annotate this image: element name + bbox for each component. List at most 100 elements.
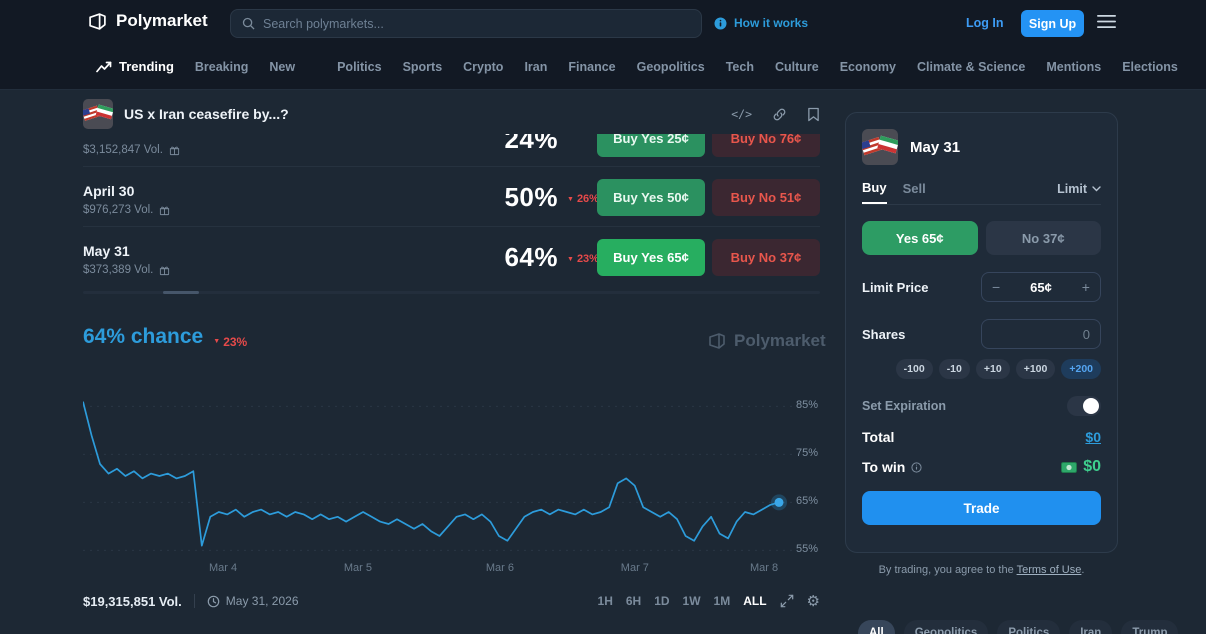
chart-endpoint-dot [774,497,784,507]
row-divider [83,166,820,167]
expand-icon[interactable] [780,594,794,608]
scrollbar-thumb[interactable] [163,291,199,294]
total-value: $0 [1085,429,1101,445]
info-icon[interactable] [911,461,922,473]
range-button[interactable]: 1W [682,594,701,608]
row-volume: $976,273 Vol. [83,204,170,216]
buy-yes-button[interactable]: Buy Yes 65¢ [597,239,705,276]
no-button[interactable]: No 37¢ [985,221,1101,255]
quick-amount-button[interactable]: +200 [1061,359,1101,379]
category-nav: Trending Breaking New Politics Sports Crypt… [96,59,1196,74]
watermark-text: Polymarket [734,331,826,350]
nav-item[interactable]: Geopolitics [636,59,705,74]
tab-buy[interactable]: Buy [862,180,887,204]
tab-sell[interactable]: Sell [902,181,926,196]
embed-icon[interactable]: </> [731,107,752,121]
total-label: Total [862,429,895,445]
settings-gear-icon[interactable]: ⚙ [806,593,820,610]
y-axis-labels: 85% 75% 65% 55% [796,392,836,560]
increment-button[interactable]: + [1081,279,1090,295]
row-percent: 64% [504,242,558,272]
menu-icon[interactable] [1097,14,1116,29]
gift-icon[interactable] [159,265,170,276]
x-axis-label: Mar 8 [750,562,779,574]
brand[interactable]: Polymarket [88,11,208,31]
down-arrow-icon: ▼ [213,338,221,345]
buy-yes-button[interactable]: Buy Yes 50¢ [597,179,705,216]
range-button-active[interactable]: ALL [743,594,767,608]
category-chip[interactable]: Geopolitics [903,620,989,634]
link-icon[interactable] [772,107,787,122]
quick-amount-button[interactable]: +100 [1015,359,1056,379]
range-button[interactable]: 1H [597,594,613,608]
quick-amount-button[interactable]: -10 [938,359,970,379]
polymarket-logo-icon [708,332,726,350]
nav-item[interactable]: New [269,59,296,74]
nav-item[interactable]: Elections [1122,59,1178,74]
category-chip[interactable]: Trump [1121,620,1179,634]
expiration-toggle[interactable] [1067,396,1101,416]
quick-amount-button[interactable]: -100 [895,359,933,379]
trending-icon [96,61,112,73]
top-bar: Polymarket How it works Log In Sign Up [0,0,1206,90]
trade-card-header: May 31 [862,129,1101,165]
cash-icon [1061,461,1078,473]
order-type-select[interactable]: Limit [1057,182,1101,204]
x-axis-labels: Mar 4 Mar 5 Mar 6 Mar 7 Mar 8 [83,562,793,576]
nav-item[interactable]: Tech [725,59,754,74]
yes-button[interactable]: Yes 65¢ [862,221,978,255]
tab-trending[interactable]: Trending [96,59,174,74]
nav-item[interactable]: Economy [839,59,896,74]
buy-no-button[interactable]: Buy No 37¢ [712,239,820,276]
nav-item[interactable]: Sports [402,59,443,74]
chance-value: 64% chance [83,325,204,348]
y-axis-label: 75% [796,447,819,460]
search-icon [242,17,255,30]
x-axis-label: Mar 5 [343,562,373,574]
nav-item[interactable]: Crypto [463,59,504,74]
gift-icon[interactable] [159,205,170,216]
nav-item[interactable]: Culture [774,59,819,74]
sign-up-button[interactable]: Sign Up [1021,10,1084,37]
trade-button[interactable]: Trade [862,491,1101,525]
row-volume: $373,389 Vol. [83,264,170,276]
log-in-link[interactable]: Log In [966,16,1004,30]
nav-item[interactable]: Finance [568,59,616,74]
nav-item[interactable]: Politics [337,59,382,74]
range-button[interactable]: 6H [625,594,642,608]
quick-amount-button[interactable]: +10 [975,359,1010,379]
range-button[interactable]: 1D [654,594,670,608]
total-volume: $19,315,851 Vol. [83,593,182,609]
expiration-row: Set Expiration [862,396,1101,416]
market-row: April 30 $976,273 Vol. 50% ▼ 26% Buy Yes … [83,167,820,226]
terms-link[interactable]: Terms of Use [1016,564,1082,576]
nav-item[interactable]: Iran [524,59,548,74]
shares-input[interactable] [982,320,1100,348]
category-chip[interactable]: Iran [1069,620,1113,634]
limit-price-label: Limit Price [862,279,929,295]
to-win-row: To win $0 [862,458,1101,476]
buy-no-button[interactable]: Buy No 51¢ [712,179,820,216]
bookmark-icon[interactable] [807,107,820,122]
y-axis-label: 85% [796,399,819,412]
range-button[interactable]: 1M [713,594,731,608]
to-win-value: $0 [1083,458,1101,475]
decrement-button[interactable]: − [992,279,1001,295]
x-axis-label: Mar 6 [485,562,515,574]
nav-item[interactable]: Mentions [1046,59,1102,74]
how-it-works-link[interactable]: How it works [714,16,808,30]
nav-group-left: Breaking New [195,60,295,74]
gift-icon[interactable] [169,145,180,156]
nav-item[interactable]: Climate & Science [916,59,1026,74]
chart-line [83,401,780,547]
limit-price-stepper: − 65¢ + [981,272,1101,302]
set-expiration-label: Set Expiration [862,399,947,413]
category-chip[interactable]: All [858,620,895,634]
end-date: May 31, 2026 [207,594,299,608]
down-arrow-icon: ▼ [567,195,574,203]
nav-item[interactable]: Breaking [194,59,249,74]
category-chip[interactable]: Politics [997,620,1061,634]
search-input[interactable] [263,16,690,31]
quick-amounts: -100 -10 +10 +100 +200 [862,359,1101,379]
